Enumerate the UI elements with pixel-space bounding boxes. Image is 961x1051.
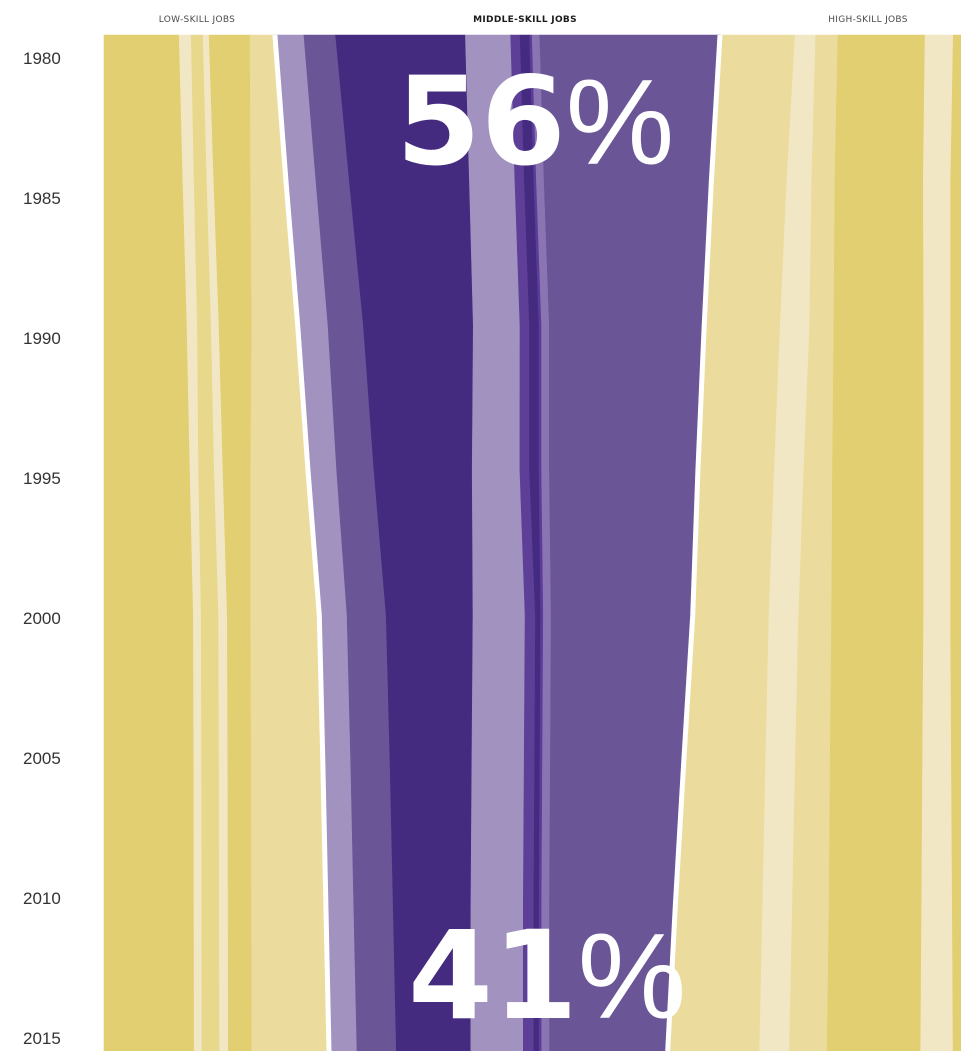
category-label-high: HIGH-SKILL JOBS	[828, 15, 908, 25]
year-tick: 2000	[23, 609, 61, 628]
end-share-annotation: 41%	[408, 905, 686, 1047]
divider-middle	[665, 34, 723, 1051]
band-low	[103, 34, 195, 1051]
year-tick: 1980	[23, 49, 61, 68]
year-tick: 2015	[23, 1029, 61, 1048]
year-tick: 2010	[23, 889, 61, 908]
year-tick: 1985	[23, 189, 61, 208]
bands-layer	[103, 34, 961, 1051]
year-tick: 2005	[23, 749, 61, 768]
band-high	[826, 34, 926, 1051]
end-share-number: 41	[408, 905, 578, 1047]
category-label-middle: MIDDLE-SKILL JOBS	[473, 15, 577, 25]
start-share-percent: %	[566, 54, 674, 190]
category-label-low: LOW-SKILL JOBS	[159, 15, 235, 25]
group-dividers	[272, 34, 723, 1051]
start-share-number: 56	[396, 51, 566, 193]
band-high	[920, 34, 954, 1051]
start-share-annotation: 56%	[396, 51, 674, 193]
year-tick: 1990	[23, 329, 61, 348]
end-share-percent: %	[578, 908, 686, 1044]
band-high	[950, 34, 961, 1051]
year-axis: 1980 1985 1990 1995 2000 2005 2010 2015	[23, 49, 61, 1048]
divider-low	[272, 34, 332, 1051]
year-tick: 1995	[23, 469, 61, 488]
